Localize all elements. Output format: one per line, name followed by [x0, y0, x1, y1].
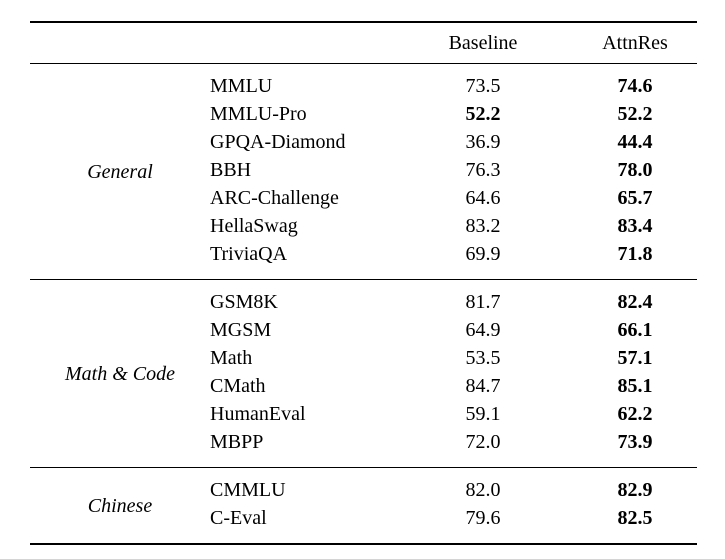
baseline-value: 81.7: [465, 291, 501, 313]
benchmark-name: MBPP: [210, 431, 264, 453]
baseline-value: 52.2: [465, 103, 501, 125]
table-row: ARC-Challenge 64.6 65.7: [30, 184, 697, 212]
baseline-value: 72.0: [465, 431, 501, 453]
attnres-value: 82.9: [617, 479, 653, 501]
baseline-value: 73.5: [465, 75, 501, 97]
group-chinese: Chinese CMMLU 82.0 82.9 C-Eval 79.6 82.5: [30, 467, 697, 545]
table-row: Chinese CMMLU 82.0 82.9: [30, 468, 697, 517]
attnres-value: 82.5: [617, 507, 653, 529]
baseline-value: 64.9: [465, 319, 501, 341]
table-row: General MMLU 73.5 74.6: [30, 64, 697, 183]
table-row: HumanEval 59.1 62.2: [30, 400, 697, 428]
table-row: MBPP 72.0 73.9: [30, 428, 697, 468]
attnres-value: 85.1: [617, 375, 653, 397]
group-math-code: Math & Code GSM8K 81.7 82.4 MGSM 64.9 66.1 Math…: [30, 279, 697, 468]
baseline-value: 82.0: [465, 479, 501, 501]
attnres-value: 44.4: [617, 131, 653, 153]
baseline-value: 69.9: [465, 243, 501, 265]
table-row: CMath 84.7 85.1: [30, 372, 697, 400]
benchmark-results-table: Baseline AttnRes General MMLU 73.5 74.6 MMLU…: [30, 21, 697, 545]
baseline-value: 76.3: [465, 159, 501, 181]
attnres-value: 57.1: [617, 347, 653, 369]
attnres-value: 83.4: [617, 215, 653, 237]
col-header-benchmark: [210, 22, 393, 64]
group-general: General MMLU 73.5 74.6 MMLU-Pro 52.2 52.2 GPQA-…: [30, 64, 697, 280]
benchmark-name: MMLU-Pro: [210, 103, 307, 125]
baseline-value: 84.7: [465, 375, 501, 397]
benchmark-name: GPQA-Diamond: [210, 131, 346, 153]
baseline-value: 83.2: [465, 215, 501, 237]
table-row: Math & Code GSM8K 81.7 82.4: [30, 280, 697, 385]
benchmark-name: CMMLU: [210, 479, 286, 501]
table-row: MGSM 64.9 66.1: [30, 316, 697, 344]
table-row: BBH 76.3 78.0: [30, 156, 697, 184]
attnres-value: 78.0: [617, 159, 653, 181]
benchmark-name: HumanEval: [210, 403, 306, 425]
benchmark-name: Math: [210, 347, 253, 369]
attnres-value: 52.2: [617, 103, 653, 125]
table-row: Math 53.5 57.1: [30, 344, 697, 372]
table-row: HellaSwag 83.2 83.4: [30, 212, 697, 240]
benchmark-name: GSM8K: [210, 291, 278, 313]
baseline-value: 36.9: [465, 131, 501, 153]
benchmark-name: BBH: [210, 159, 252, 181]
benchmark-name: MMLU: [210, 75, 273, 97]
benchmark-name: ARC-Challenge: [210, 187, 339, 209]
group-label: Math & Code: [65, 362, 175, 385]
table-row: C-Eval 79.6 82.5: [30, 504, 697, 544]
table-row: MMLU-Pro 52.2 52.2: [30, 100, 697, 128]
header-row: Baseline AttnRes: [30, 22, 697, 64]
table-row: GPQA-Diamond 36.9 44.4: [30, 128, 697, 156]
attnres-value: 73.9: [617, 431, 653, 453]
col-header-baseline: Baseline: [393, 22, 573, 64]
baseline-value: 64.6: [465, 187, 501, 209]
attnres-value: 74.6: [617, 75, 653, 97]
benchmark-name: TriviaQA: [210, 243, 288, 265]
attnres-value: 62.2: [617, 403, 653, 425]
baseline-value: 79.6: [465, 507, 501, 529]
benchmark-name: MGSM: [210, 319, 272, 341]
attnres-value: 82.4: [617, 291, 653, 313]
group-label: Chinese: [87, 494, 153, 517]
col-header-group: [30, 22, 210, 64]
table-row: TriviaQA 69.9 71.8: [30, 240, 697, 280]
attnres-value: 66.1: [617, 319, 653, 341]
attnres-value: 71.8: [617, 243, 653, 265]
attnres-value: 65.7: [617, 187, 653, 209]
group-label: General: [87, 160, 153, 183]
baseline-value: 59.1: [465, 403, 501, 425]
benchmark-name: CMath: [210, 375, 266, 397]
table-header: Baseline AttnRes: [30, 22, 697, 64]
baseline-value: 53.5: [465, 347, 501, 369]
benchmark-name: HellaSwag: [210, 215, 298, 237]
col-header-attnres: AttnRes: [573, 22, 697, 64]
benchmark-name: C-Eval: [210, 507, 267, 529]
